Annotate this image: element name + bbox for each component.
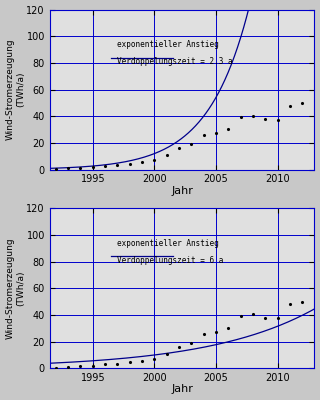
- Y-axis label: Wind-Stromerzeugung
(TWh/a): Wind-Stromerzeugung (TWh/a): [5, 39, 25, 140]
- Text: Verdoppelungszeit = 2.3 a: Verdoppelungszeit = 2.3 a: [117, 57, 233, 66]
- Y-axis label: Wind-Stromerzeugung
(TWh/a): Wind-Stromerzeugung (TWh/a): [5, 237, 25, 339]
- Text: exponentieller Anstieg: exponentieller Anstieg: [117, 238, 219, 248]
- X-axis label: Jahr: Jahr: [171, 384, 193, 394]
- Text: exponentieller Anstieg: exponentieller Anstieg: [117, 40, 219, 49]
- Text: Verdoppelungszeit = 6 a: Verdoppelungszeit = 6 a: [117, 256, 224, 265]
- X-axis label: Jahr: Jahr: [171, 186, 193, 196]
